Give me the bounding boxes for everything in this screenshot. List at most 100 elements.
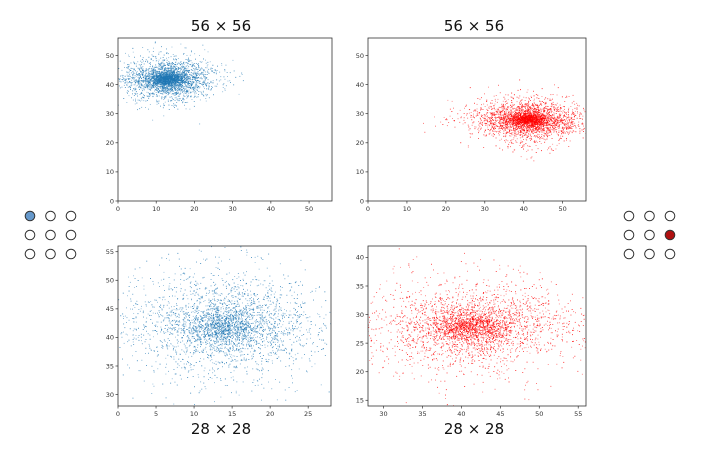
scatter-point: [165, 84, 167, 86]
scatter-point: [153, 76, 155, 78]
scatter-point: [153, 67, 155, 68]
scatter-point: [162, 80, 164, 82]
scatter-point: [176, 69, 178, 71]
scatter-point: [186, 89, 187, 91]
scatter-point: [572, 111, 573, 113]
scatter-point: [545, 105, 547, 107]
scatter-point: [176, 85, 178, 87]
scatter-point: [495, 145, 497, 147]
scatter-point: [608, 120, 609, 121]
scatter-point: [514, 134, 516, 136]
scatter-point: [163, 78, 165, 80]
scatter-point: [155, 81, 156, 83]
scatter-point: [141, 59, 143, 60]
scatter-point: [145, 87, 147, 89]
scatter-point: [182, 76, 184, 78]
scatter-point: [176, 71, 178, 73]
scatter-point: [187, 70, 188, 72]
scatter-point: [168, 83, 169, 85]
scatter-point: [160, 64, 162, 66]
scatter-point: [166, 81, 167, 83]
scatter-point: [193, 71, 195, 73]
scatter-point: [542, 122, 543, 123]
scatter-point: [209, 89, 211, 91]
scatter-point: [552, 123, 553, 124]
scatter-point: [161, 93, 163, 95]
scatter-point: [501, 128, 503, 129]
scatter-point: [541, 101, 543, 102]
scatter-point: [494, 103, 496, 105]
scatter-point: [195, 91, 196, 93]
scatter-point: [166, 79, 168, 81]
scatter-point: [174, 86, 176, 87]
scatter-point: [183, 76, 185, 78]
scatter-point: [190, 77, 192, 79]
scatter-point: [184, 86, 186, 87]
scatter-point: [163, 89, 165, 91]
scatter-point: [511, 100, 513, 101]
scatter-point: [135, 81, 137, 83]
scatter-point: [485, 123, 487, 124]
scatter-point: [161, 76, 163, 78]
scatter-point: [157, 71, 158, 73]
scatter-point: [490, 120, 492, 122]
scatter-point: [530, 114, 532, 115]
scatter-point: [539, 120, 541, 122]
scatter-point: [167, 90, 169, 91]
scatter-point: [153, 74, 155, 76]
scatter-point: [531, 117, 532, 119]
scatter-point: [164, 63, 165, 65]
scatter-point: [571, 117, 573, 118]
scatter-point: [543, 122, 545, 124]
scatter-point: [179, 74, 181, 76]
scatter-point: [551, 119, 552, 120]
scatter-point: [119, 60, 121, 62]
scatter-point: [481, 127, 482, 129]
scatter-point: [182, 97, 184, 99]
scatter-point: [173, 93, 175, 94]
scatter-point: [204, 49, 206, 51]
scatter-point: [525, 114, 527, 116]
scatter-point: [163, 88, 165, 89]
scatter-point: [156, 78, 158, 80]
scatter-point: [136, 80, 138, 81]
scatter-point: [226, 72, 228, 73]
scatter-point: [539, 136, 540, 137]
scatter-point: [559, 116, 560, 118]
scatter-point: [179, 75, 181, 77]
scatter-point: [543, 102, 544, 103]
scatter-point: [160, 72, 162, 74]
scatter-point: [498, 134, 500, 136]
scatter-point: [161, 89, 163, 91]
scatter-point: [168, 74, 169, 76]
scatter-point: [566, 127, 567, 129]
scatter-point: [186, 75, 188, 77]
scatter-point: [175, 74, 177, 76]
scatter-point: [180, 83, 181, 85]
scatter-point: [201, 72, 202, 74]
scatter-point: [499, 119, 501, 120]
scatter-point: [531, 97, 532, 98]
scatter-point: [148, 80, 150, 82]
scatter-point: [557, 127, 559, 129]
scatter-point: [523, 135, 525, 136]
scatter-point: [584, 111, 586, 113]
scatter-point: [571, 131, 573, 133]
scatter-point: [94, 81, 95, 82]
scatter-point: [442, 124, 444, 125]
scatter-point: [553, 108, 555, 110]
scatter-point: [235, 76, 237, 78]
scatter-point: [165, 77, 167, 79]
scatter-point: [174, 87, 176, 89]
scatter-point: [203, 84, 205, 85]
scatter-point: [157, 81, 159, 82]
scatter-point: [560, 135, 562, 137]
scatter-point: [496, 126, 498, 127]
scatter-point: [435, 125, 436, 127]
scatter-point: [185, 77, 187, 79]
scatter-point: [157, 84, 159, 86]
scatter-point: [128, 95, 130, 97]
scatter-point: [184, 66, 186, 68]
scatter-point: [176, 72, 178, 74]
scatter-point: [181, 85, 183, 87]
